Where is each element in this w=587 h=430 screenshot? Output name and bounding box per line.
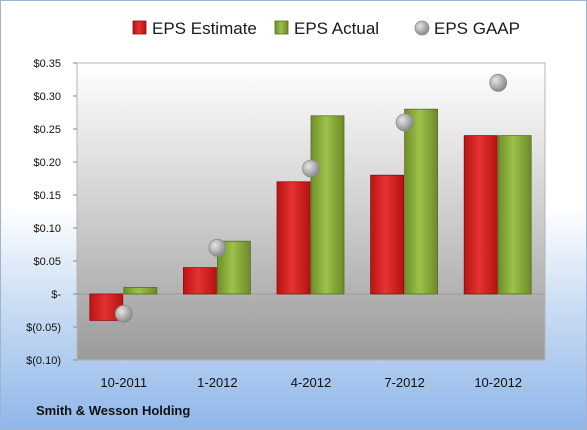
gaap-marker bbox=[114, 304, 133, 323]
gaap-marker bbox=[489, 73, 508, 92]
x-tick-label: 7-2012 bbox=[384, 375, 424, 390]
bar-estimate bbox=[182, 267, 217, 295]
bar-actual bbox=[497, 135, 532, 295]
legend: EPS Estimate EPS Actual EPS GAAP bbox=[132, 19, 520, 38]
y-tick-label: $- bbox=[51, 289, 61, 301]
company-name: Smith & Wesson Holding bbox=[36, 403, 191, 418]
y-tick-label: $0.35 bbox=[33, 58, 61, 70]
gaap-marker bbox=[395, 113, 414, 132]
legend-swatch-gaap bbox=[414, 20, 430, 36]
bar-actual bbox=[404, 108, 439, 295]
bar-actual bbox=[310, 115, 345, 295]
bar-actual bbox=[123, 286, 158, 295]
y-tick-label: $0.25 bbox=[33, 124, 61, 136]
legend-label: EPS Actual bbox=[294, 19, 379, 38]
y-tick-label: $0.15 bbox=[33, 190, 61, 202]
legend-swatch-estimate bbox=[132, 20, 147, 35]
bar-estimate bbox=[276, 181, 311, 295]
y-tick-label: $0.10 bbox=[33, 223, 61, 235]
bar-estimate bbox=[370, 174, 405, 295]
bar-estimate bbox=[463, 135, 498, 295]
y-tick-label: $0.05 bbox=[33, 256, 61, 268]
bars bbox=[89, 108, 532, 321]
x-tick-label: 10-2011 bbox=[100, 375, 147, 390]
y-tick-label: $0.20 bbox=[33, 157, 61, 169]
legend-swatch-actual bbox=[274, 20, 289, 35]
legend-label: EPS GAAP bbox=[434, 19, 520, 38]
legend-label: EPS Estimate bbox=[152, 19, 257, 38]
x-tick-label: 10-2012 bbox=[474, 375, 522, 390]
y-tick-label: $(0.05) bbox=[26, 322, 61, 334]
x-tick-label: 4-2012 bbox=[291, 375, 331, 390]
gaap-marker bbox=[208, 238, 227, 257]
gaap-markers bbox=[114, 73, 508, 323]
x-axis: 10-2011 1-2012 4-2012 7-2012 10-2012 bbox=[100, 375, 522, 390]
y-tick-label: $0.30 bbox=[33, 91, 61, 103]
y-tick-label: $(0.10) bbox=[26, 355, 61, 367]
gaap-marker bbox=[302, 159, 320, 178]
x-tick-label: 1-2012 bbox=[197, 375, 237, 390]
